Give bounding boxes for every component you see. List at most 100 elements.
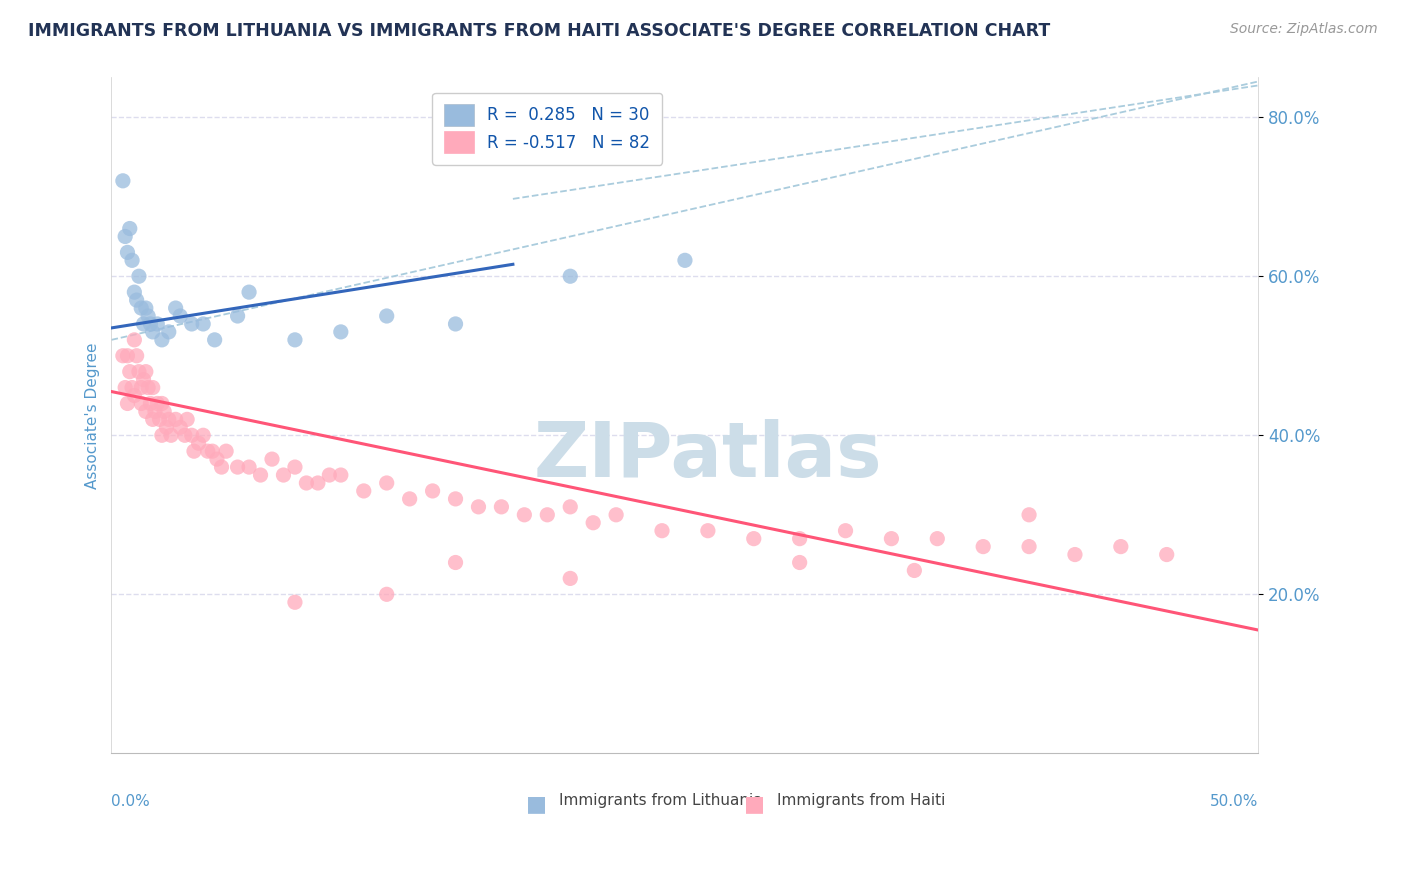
Point — [673, 253, 696, 268]
Point — [273, 468, 295, 483]
Point — [444, 556, 467, 570]
Text: Source: ZipAtlas.com: Source: ZipAtlas.com — [1230, 22, 1378, 37]
Point — [118, 221, 141, 235]
Point — [165, 301, 187, 315]
Point — [124, 388, 146, 402]
Point — [121, 253, 143, 268]
Point — [204, 333, 226, 347]
Point — [1109, 540, 1132, 554]
Point — [117, 245, 139, 260]
Point — [560, 269, 582, 284]
Point — [169, 309, 191, 323]
Text: IMMIGRANTS FROM LITHUANIA VS IMMIGRANTS FROM HAITI ASSOCIATE'S DEGREE CORRELATIO: IMMIGRANTS FROM LITHUANIA VS IMMIGRANTS … — [28, 22, 1050, 40]
Point — [398, 491, 420, 506]
Point — [201, 444, 224, 458]
Point — [139, 396, 162, 410]
Point — [180, 317, 202, 331]
Point — [284, 460, 307, 475]
Text: 0.0%: 0.0% — [111, 794, 150, 809]
Point — [903, 564, 925, 578]
Point — [1018, 508, 1040, 522]
Point — [284, 595, 307, 609]
Point — [197, 444, 219, 458]
Point — [135, 365, 157, 379]
Point — [226, 309, 249, 323]
Point — [121, 380, 143, 394]
Point — [375, 587, 398, 601]
Point — [353, 483, 375, 498]
Point — [153, 404, 176, 418]
Point — [129, 396, 152, 410]
Text: ■: ■ — [744, 794, 765, 814]
Point — [329, 325, 352, 339]
Point — [124, 333, 146, 347]
Point — [582, 516, 605, 530]
Point — [927, 532, 949, 546]
Point — [160, 428, 183, 442]
Text: 50.0%: 50.0% — [1211, 794, 1258, 809]
Point — [249, 468, 271, 483]
Point — [169, 420, 191, 434]
Point — [150, 396, 173, 410]
Point — [129, 301, 152, 315]
Point — [111, 349, 134, 363]
Point — [139, 317, 162, 331]
Point — [329, 468, 352, 483]
Point — [132, 373, 155, 387]
Point — [176, 412, 198, 426]
Point — [696, 524, 718, 538]
Point — [560, 571, 582, 585]
Point — [742, 532, 765, 546]
Text: ■: ■ — [526, 794, 547, 814]
Point — [125, 349, 148, 363]
Point — [1156, 548, 1178, 562]
Point — [1018, 540, 1040, 554]
Point — [124, 285, 146, 300]
Point — [149, 412, 172, 426]
Point — [375, 475, 398, 490]
Point — [205, 452, 228, 467]
Point — [142, 380, 165, 394]
Point — [260, 452, 283, 467]
Point — [157, 325, 180, 339]
Point — [146, 396, 169, 410]
Point — [136, 380, 159, 394]
Point — [128, 269, 150, 284]
Point — [125, 293, 148, 307]
Point — [834, 524, 856, 538]
Point — [135, 404, 157, 418]
Point — [284, 333, 307, 347]
Point — [173, 428, 195, 442]
Point — [651, 524, 673, 538]
Point — [183, 444, 205, 458]
Point — [238, 285, 260, 300]
Point — [789, 556, 811, 570]
Point — [117, 349, 139, 363]
Y-axis label: Associate's Degree: Associate's Degree — [86, 343, 100, 489]
Point — [215, 444, 238, 458]
Point — [142, 412, 165, 426]
Point — [444, 317, 467, 331]
Point — [211, 460, 233, 475]
Point — [165, 412, 187, 426]
Point — [536, 508, 558, 522]
Point — [135, 301, 157, 315]
Point — [143, 404, 166, 418]
Point — [444, 491, 467, 506]
Point — [605, 508, 627, 522]
Point — [146, 317, 169, 331]
Text: ZIPatlas: ZIPatlas — [533, 419, 882, 493]
Point — [972, 540, 994, 554]
Point — [117, 396, 139, 410]
Text: Immigrants from Haiti: Immigrants from Haiti — [776, 793, 945, 807]
Point — [142, 325, 165, 339]
Point — [193, 428, 215, 442]
Point — [114, 380, 136, 394]
Point — [155, 420, 177, 434]
Point — [880, 532, 903, 546]
Point — [187, 436, 209, 450]
Point — [789, 532, 811, 546]
Point — [560, 500, 582, 514]
Point — [307, 475, 329, 490]
Point — [1064, 548, 1087, 562]
